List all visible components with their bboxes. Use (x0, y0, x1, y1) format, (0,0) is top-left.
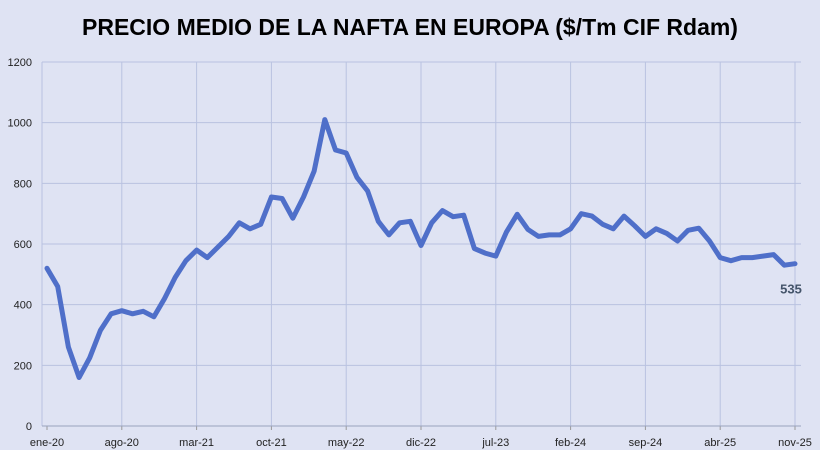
data-point (334, 148, 338, 152)
x-tick-label: ene-20 (30, 437, 64, 449)
data-point (504, 230, 508, 234)
data-point (761, 254, 765, 258)
data-point (665, 231, 669, 235)
data-point (120, 309, 124, 313)
data-point (88, 356, 92, 360)
data-point (269, 195, 273, 199)
data-point (291, 216, 295, 220)
data-point (366, 189, 370, 193)
data-point (398, 221, 402, 225)
y-tick-label: 1200 (8, 57, 32, 69)
data-point (462, 213, 466, 217)
data-point (248, 227, 252, 231)
data-point (579, 212, 583, 216)
y-tick-label: 400 (14, 300, 32, 312)
data-point (440, 209, 444, 213)
data-point (558, 233, 562, 237)
data-point (216, 245, 220, 249)
data-point (740, 256, 744, 260)
data-point (77, 375, 81, 379)
data-point (227, 234, 231, 238)
data-point (141, 309, 145, 313)
data-point (130, 312, 134, 316)
data-point (654, 227, 658, 231)
x-tick-label: abr-25 (704, 437, 736, 449)
data-point (569, 227, 573, 231)
data-point (301, 195, 305, 199)
x-tick-label: dic-22 (406, 437, 436, 449)
data-point (793, 262, 797, 266)
data-point (408, 219, 412, 223)
data-point (109, 312, 113, 316)
data-point (708, 239, 712, 243)
series-layer (44, 117, 798, 380)
x-tick-label: may-22 (328, 437, 365, 449)
data-point (205, 256, 209, 260)
data-point (526, 227, 530, 231)
x-tick-label: oct-21 (256, 437, 287, 449)
data-point (387, 233, 391, 237)
data-point (494, 254, 498, 258)
data-point (750, 256, 754, 260)
grid (42, 61, 801, 427)
last-value-label: 535 (780, 282, 802, 297)
data-point (718, 256, 722, 260)
data-point (472, 247, 476, 251)
data-point (163, 297, 167, 301)
data-point (622, 214, 626, 218)
data-point (66, 345, 70, 349)
data-point (483, 251, 487, 255)
data-point (633, 224, 637, 228)
data-point (312, 169, 316, 173)
x-tick-label: ago-20 (105, 437, 139, 449)
data-point (430, 221, 434, 225)
data-point (515, 212, 519, 216)
axes (41, 62, 801, 430)
data-point (675, 239, 679, 243)
data-point (697, 226, 701, 230)
chart-title: PRECIO MEDIO DE LA NAFTA EN EUROPA ($/Tm… (82, 14, 738, 40)
data-point (782, 263, 786, 267)
y-tick-label: 200 (14, 360, 32, 372)
data-point (643, 234, 647, 238)
x-tick-label: nov-25 (778, 437, 812, 449)
data-point (184, 259, 188, 263)
labels: 0 200 400 600 800 1000 1200 ene-20 ago-20 mar-21 o… (8, 57, 812, 449)
data-point (601, 222, 605, 226)
data-point (195, 248, 199, 252)
data-point (419, 244, 423, 248)
data-point (152, 315, 156, 319)
data-point (729, 259, 733, 263)
x-tick-label: jul-23 (481, 437, 509, 449)
data-point (98, 328, 102, 332)
data-point (772, 253, 776, 257)
data-point (547, 233, 551, 237)
data-point (173, 275, 177, 279)
data-point (686, 228, 690, 232)
data-point (451, 215, 455, 219)
data-point (344, 151, 348, 155)
data-point (237, 221, 241, 225)
y-tick-label: 600 (14, 239, 32, 251)
data-point (590, 214, 594, 218)
x-tick-label: mar-21 (179, 437, 214, 449)
data-point (280, 197, 284, 200)
data-point (537, 234, 541, 238)
y-tick-label: 0 (26, 421, 32, 433)
data-point (376, 219, 380, 223)
x-tick-label: sep-24 (629, 437, 663, 449)
x-tick-label: feb-24 (555, 437, 586, 449)
data-point (323, 118, 327, 122)
y-tick-label: 1000 (8, 118, 32, 130)
y-tick-label: 800 (14, 178, 32, 190)
data-point (611, 227, 615, 231)
data-point (45, 266, 49, 270)
data-point (259, 222, 263, 226)
data-point (56, 284, 60, 288)
data-point (355, 175, 359, 179)
